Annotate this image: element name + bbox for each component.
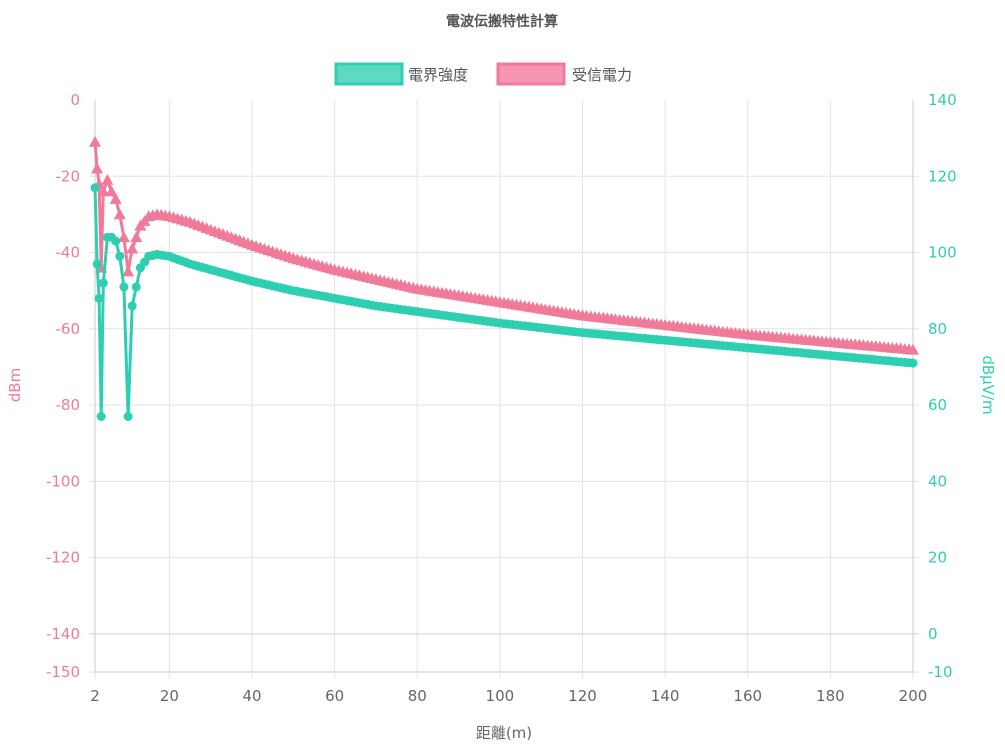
- x-tick-label: 200: [899, 687, 928, 705]
- y-left-tick-label: -150: [46, 663, 80, 681]
- legend-label-received-power: 受信電力: [572, 66, 632, 84]
- legend-swatch-field-strength: [334, 62, 404, 86]
- y-axis-left: 0 -20 -40 -60 -80 -100 -120 -140 -150: [46, 91, 80, 681]
- data-point-received-power: [109, 193, 122, 204]
- series-layer: [89, 135, 919, 421]
- data-point-received-power: [122, 265, 135, 277]
- data-point-field-strength: [98, 278, 108, 288]
- data-point-received-power: [117, 231, 130, 243]
- legend: 電界強度 受信電力: [334, 62, 632, 86]
- data-point-received-power: [89, 135, 101, 147]
- y-right-tick-label: 100: [928, 244, 957, 262]
- data-point-field-strength: [90, 183, 100, 193]
- y-right-tick-label: 140: [928, 91, 957, 109]
- data-point-received-power: [101, 174, 114, 185]
- x-tick-label: 20: [160, 687, 179, 705]
- data-point-field-strength: [96, 412, 106, 421]
- data-point-field-strength: [94, 293, 104, 303]
- x-tick-label: 100: [486, 687, 515, 705]
- y-left-tick-label: -100: [46, 472, 80, 490]
- data-point-field-strength: [131, 282, 141, 292]
- grid: [89, 100, 919, 678]
- x-tick-label: 180: [816, 687, 845, 705]
- y-left-tick-label: -140: [46, 625, 80, 643]
- data-point-field-strength: [908, 358, 918, 368]
- y-left-tick-label: -40: [56, 244, 81, 262]
- y-right-tick-label: 20: [928, 549, 947, 567]
- x-axis-title: 距離(m): [476, 724, 532, 742]
- x-tick-label: 140: [651, 687, 680, 705]
- y-right-tick-label: 120: [928, 167, 957, 185]
- y-left-tick-label: -60: [56, 320, 81, 338]
- y-left-tick-label: -120: [46, 549, 80, 567]
- series-line-received-power: [93, 141, 914, 352]
- data-point-received-power: [105, 185, 118, 197]
- y-right-tick-label: 0: [928, 625, 938, 643]
- data-point-field-strength: [111, 236, 121, 246]
- y-left-tick-label: 0: [70, 91, 80, 109]
- data-point-field-strength: [127, 301, 137, 311]
- data-point-field-strength: [115, 251, 125, 261]
- y-right-tick-label: 80: [928, 320, 947, 338]
- data-point-received-power: [91, 162, 104, 174]
- legend-item-field-strength[interactable]: 電界強度: [334, 62, 468, 86]
- data-point-received-power: [907, 343, 919, 355]
- chart-title: 電波伝搬特性計算: [446, 13, 558, 30]
- y-axis-right: 140 120 100 80 60 40 20 0 -10: [928, 91, 957, 681]
- data-point-received-power: [126, 242, 139, 254]
- x-tick-label: 80: [408, 687, 427, 705]
- y-right-tick-label: 40: [928, 472, 947, 490]
- x-axis: 2 20 40 60 80 100 120 140 160 180 200: [90, 687, 927, 705]
- y-axis-left-title: dBm: [6, 368, 24, 402]
- legend-item-received-power[interactable]: 受信電力: [496, 62, 632, 86]
- data-point-field-strength: [123, 412, 133, 421]
- x-tick-label: 60: [325, 687, 344, 705]
- data-point-field-strength: [119, 282, 129, 292]
- legend-swatch-received-power: [496, 62, 566, 86]
- data-point-received-power: [97, 185, 110, 197]
- legend-label-field-strength: 電界強度: [408, 66, 468, 84]
- series-field-strength: [90, 183, 918, 421]
- y-left-tick-label: -20: [56, 167, 81, 185]
- x-tick-label: 160: [733, 687, 762, 705]
- y-right-tick-label: -10: [928, 663, 953, 681]
- y-right-tick-label: 60: [928, 396, 947, 414]
- data-point-received-power: [113, 208, 126, 220]
- data-point-received-power: [130, 231, 143, 243]
- x-tick-label: 40: [242, 687, 261, 705]
- x-tick-label: 2: [90, 687, 100, 705]
- x-tick-label: 120: [568, 687, 597, 705]
- series-received-power: [89, 135, 919, 355]
- data-point-field-strength: [92, 259, 102, 269]
- y-axis-right-title: dBμV/m: [979, 355, 997, 414]
- y-left-tick-label: -80: [56, 396, 81, 414]
